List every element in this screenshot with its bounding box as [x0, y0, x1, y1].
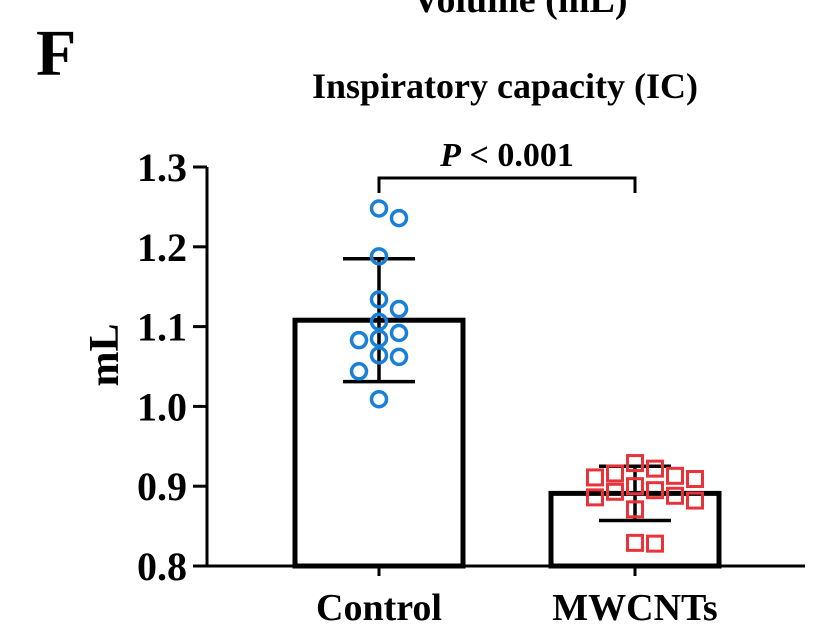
data-point-control [369, 389, 389, 409]
data-point-mwcnts [586, 468, 604, 487]
y-axis-label: mL [82, 324, 128, 387]
data-point-control [349, 362, 369, 381]
panel-label: F [36, 17, 76, 90]
p-value: < 0.001 [461, 137, 574, 174]
significance-line [377, 176, 637, 193]
chart-title: Inspiratory capacity (IC) [312, 66, 698, 106]
data-point-mwcnts [646, 534, 664, 553]
data-point-mwcnts [646, 459, 664, 478]
data-point-mwcnts [686, 470, 704, 489]
significance-bracket: P < 0.001 [377, 137, 637, 193]
data-point-control [389, 323, 409, 343]
data-point-mwcnts [606, 482, 624, 501]
data-point-mwcnts [626, 454, 644, 473]
y-tick-label: 1.2 [137, 225, 187, 270]
data-point-control [369, 199, 389, 218]
data-point-mwcnts [666, 486, 684, 505]
data-points [349, 199, 704, 553]
data-point-mwcnts [666, 466, 684, 485]
y-tick-label: 1.3 [137, 145, 187, 190]
axes: 0.8 0.9 1.0 1.1 1.2 1.3 Control MWCNTs [137, 145, 805, 629]
data-point-control [369, 290, 389, 309]
data-point-control [369, 312, 389, 332]
y-tick-label: 0.8 [137, 544, 187, 589]
clipped-header-text: Volume (mL) [413, 0, 628, 21]
y-tick-label: 1.1 [137, 305, 187, 350]
data-point-control [349, 330, 369, 350]
y-tick-label: 0.9 [137, 464, 187, 509]
data-point-control [389, 208, 409, 228]
data-point-control [389, 347, 409, 367]
bars [292, 317, 722, 569]
data-point-mwcnts [646, 481, 664, 500]
data-point-control [389, 299, 409, 319]
data-point-mwcnts [626, 500, 644, 519]
data-point-mwcnts [626, 477, 644, 496]
x-tick-label-control: Control [316, 587, 442, 629]
data-point-mwcnts [586, 488, 604, 507]
x-tick-label-mwcnts: MWCNTs [552, 587, 717, 629]
data-point-control [369, 346, 389, 365]
data-point-mwcnts [686, 491, 704, 510]
data-point-control [369, 329, 389, 348]
p-symbol: P [439, 137, 461, 174]
data-point-control [369, 247, 389, 266]
data-point-mwcnts [626, 533, 644, 552]
significance-text: P < 0.001 [439, 137, 574, 174]
y-tick-label: 1.0 [137, 384, 187, 429]
data-point-mwcnts [606, 464, 624, 483]
